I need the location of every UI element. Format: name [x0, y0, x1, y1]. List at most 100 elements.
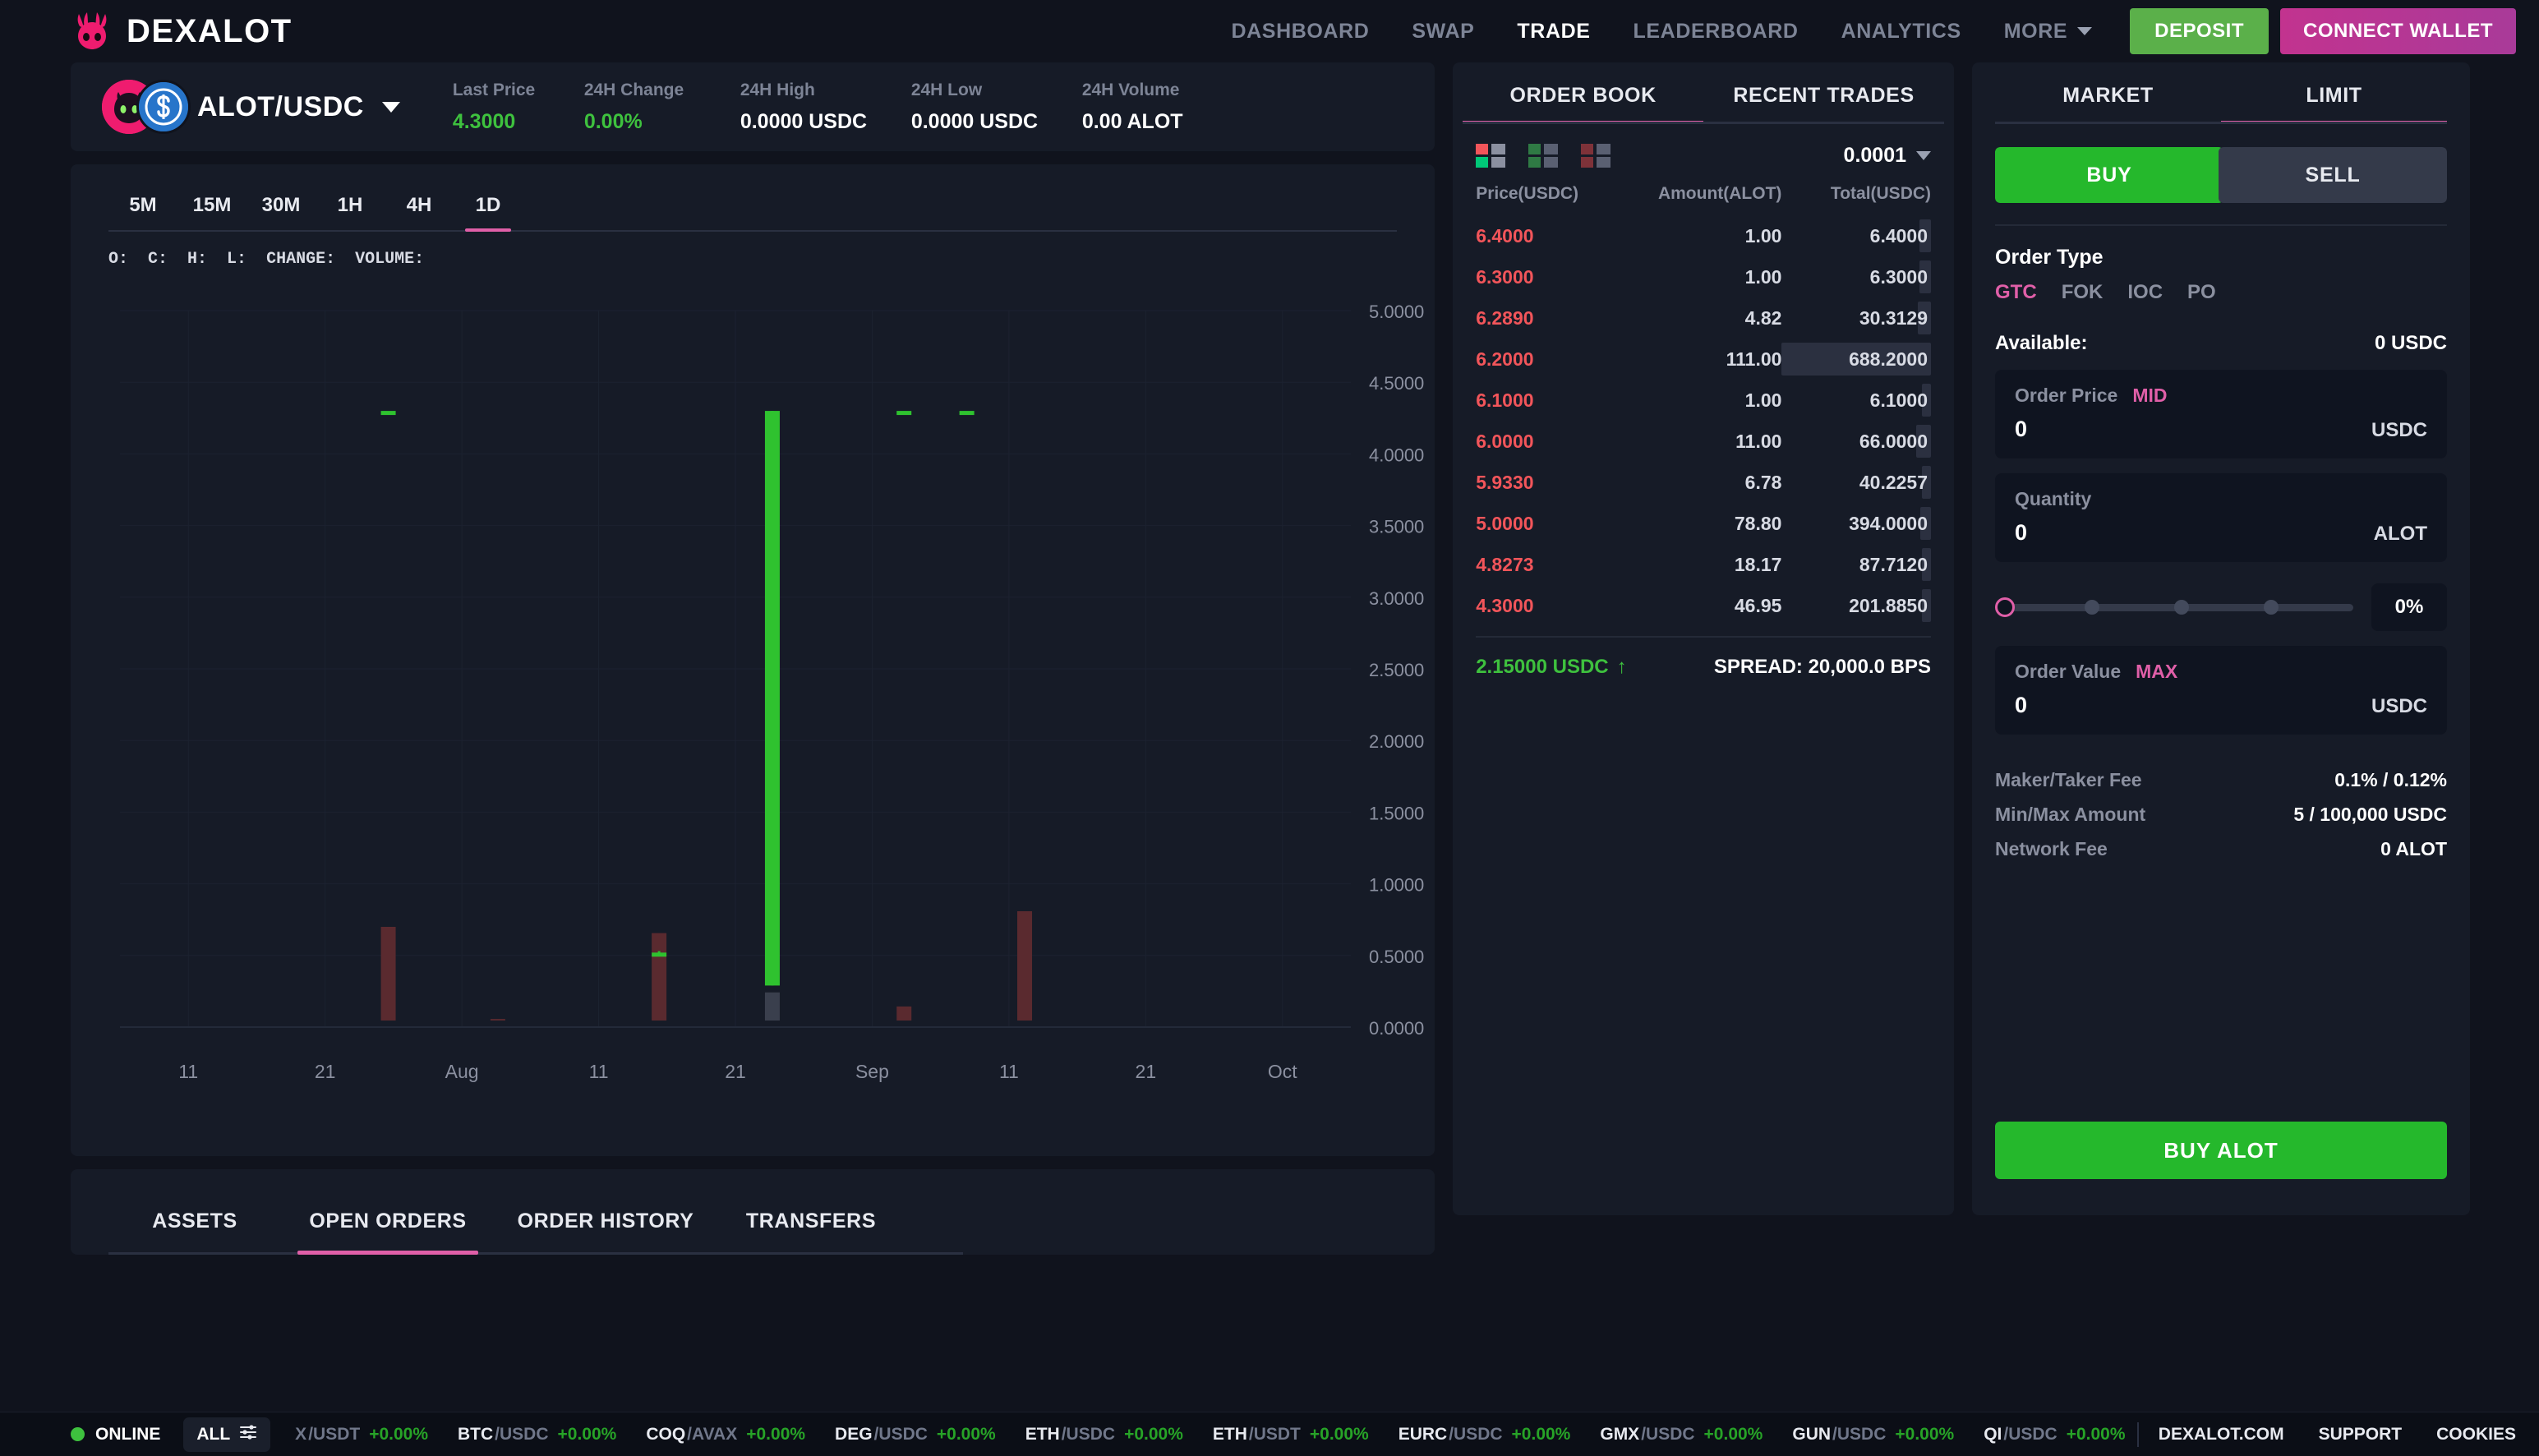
ticker-change: +0.00% — [557, 1424, 617, 1444]
pair-chevron-down-icon[interactable] — [381, 101, 400, 113]
orderbook-row[interactable]: 6.2890 4.82 30.3129 — [1476, 297, 1932, 339]
svg-text:21: 21 — [315, 1061, 336, 1082]
slider-handle[interactable] — [1995, 597, 2016, 617]
order-price-field[interactable]: Order Price MID 0 USDC — [1995, 370, 2447, 458]
order-type-ioc[interactable]: IOC — [2127, 281, 2163, 303]
ticker-item[interactable]: ETH/USDT +0.00% — [1213, 1425, 1369, 1444]
orderbook-row[interactable]: 6.3000 1.00 6.3000 — [1476, 256, 1932, 297]
order-type-po[interactable]: PO — [2187, 281, 2216, 303]
chevron-down-icon — [1916, 151, 1932, 160]
order-type-gtc[interactable]: GTC — [1995, 281, 2037, 303]
tab-market[interactable]: MARKET — [2062, 84, 2154, 107]
ohlc-high: H: — [187, 250, 208, 269]
order-price-input[interactable]: 0 — [2015, 417, 2028, 441]
ticker-item[interactable]: ETH/USDC +0.00% — [1025, 1425, 1183, 1444]
orderbook-row[interactable]: 4.3000 46.95 201.8850 — [1476, 585, 1932, 626]
orderbook-amount: 46.95 — [1734, 594, 1782, 616]
timeframe-1d[interactable]: 1D — [454, 189, 523, 232]
orderbook-row[interactable]: 5.9330 6.78 40.2257 — [1476, 462, 1932, 503]
timeframe-4h[interactable]: 4H — [406, 194, 432, 216]
view-mode-asks-icon[interactable] — [1581, 144, 1611, 168]
orderbook-row[interactable]: 6.0000 11.00 66.0000 — [1476, 421, 1932, 462]
nav-item-dashboard[interactable]: DASHBOARD — [1231, 19, 1370, 43]
svg-text:1.0000: 1.0000 — [1369, 875, 1424, 896]
pair-name[interactable]: ALOT/USDC — [197, 90, 364, 122]
deposit-button[interactable]: DEPOSIT — [2130, 8, 2269, 54]
orderbook-panel: ORDER BOOK RECENT TRADES — [1453, 62, 1955, 1215]
slider-step-50[interactable] — [2174, 600, 2189, 615]
tab-limit[interactable]: LIMIT — [2221, 84, 2448, 124]
orders-tabs: ASSETS OPEN ORDERS ORDER HISTORY TRANSFE… — [108, 1209, 1397, 1255]
orderbook-row[interactable]: 4.8273 18.17 87.7120 — [1476, 544, 1932, 585]
ticker-item[interactable]: GMX/USDC +0.00% — [1600, 1425, 1763, 1444]
quantity-input[interactable]: 0 — [2015, 520, 2028, 545]
view-mode-bids-icon[interactable] — [1528, 144, 1559, 168]
connect-wallet-button[interactable]: CONNECT WALLET — [2280, 8, 2516, 54]
nav-item-swap[interactable]: SWAP — [1412, 19, 1475, 43]
sliders-icon — [239, 1424, 257, 1445]
tab-transfers[interactable]: TRANSFERS — [745, 1209, 877, 1233]
orders-tabs-divider — [108, 1252, 963, 1255]
orderbook-total: 688.2000 — [1849, 348, 1928, 370]
precision-dropdown[interactable]: 0.0001 — [1844, 144, 1932, 168]
nav-item-leaderboard[interactable]: LEADERBOARD — [1633, 19, 1799, 43]
submit-buy-button[interactable]: BUY ALOT — [1995, 1122, 2447, 1179]
tab-order-history[interactable]: ORDER HISTORY — [517, 1209, 694, 1233]
orderbook-row[interactable]: 6.1000 1.00 6.1000 — [1476, 380, 1932, 421]
ticker-quote: /USDC — [1832, 1424, 1887, 1444]
mid-price-button[interactable]: MID — [2132, 385, 2168, 406]
link-cookies[interactable]: COOKIES — [2436, 1424, 2516, 1444]
quantity-field[interactable]: Quantity 0 ALOT — [1995, 473, 2447, 562]
tab-recent-trades[interactable]: RECENT TRADES — [1733, 84, 1915, 107]
orderbook-row[interactable]: 5.0000 78.80 394.0000 — [1476, 503, 1932, 544]
timeframe-5m[interactable]: 5M — [129, 194, 157, 216]
svg-text:2.5000: 2.5000 — [1369, 660, 1424, 680]
ticker-change: +0.00% — [1511, 1424, 1571, 1444]
link-support[interactable]: SUPPORT — [2318, 1424, 2403, 1444]
ticker-item[interactable]: EURC/USDC +0.00% — [1399, 1425, 1571, 1444]
nav-item-analytics[interactable]: ANALYTICS — [1841, 19, 1961, 43]
depth-bar — [1917, 302, 1932, 334]
order-type-fok[interactable]: FOK — [2061, 281, 2104, 303]
slider-step-25[interactable] — [2085, 600, 2099, 615]
ticker-base: X — [295, 1424, 307, 1444]
timeframe-30m[interactable]: 30M — [261, 194, 301, 216]
fee-key: Maker/Taker Fee — [1995, 768, 2142, 790]
ticker-item[interactable]: GUN/USDC +0.00% — [1792, 1425, 1954, 1444]
orderbook-price: 6.4000 — [1476, 224, 1534, 247]
amount-slider[interactable] — [1995, 597, 2353, 618]
order-value-input[interactable]: 0 — [2015, 693, 2028, 717]
tab-assets[interactable]: ASSETS — [152, 1209, 237, 1233]
ticker-change: +0.00% — [1895, 1424, 1955, 1444]
order-value-field[interactable]: Order Value MAX 0 USDC — [1995, 646, 2447, 735]
max-value-button[interactable]: MAX — [2136, 661, 2178, 682]
ticker-item[interactable]: COQ/AVAX +0.00% — [646, 1425, 805, 1444]
chart-plot-area[interactable]: 0.0000 0.5000 1.0000 1.5000 2.0000 2.5000 3.00… — [71, 288, 1435, 1156]
ticker-item[interactable]: BTC/USDC +0.00% — [458, 1425, 616, 1444]
stat-value: 4.3000 — [452, 109, 516, 133]
tab-order-book[interactable]: ORDER BOOK — [1463, 84, 1704, 124]
link-dexalot-com[interactable]: DEXALOT.COM — [2158, 1424, 2284, 1444]
ticker-item[interactable]: DEG/USDC +0.00% — [835, 1425, 996, 1444]
ticker-item[interactable]: QI/USDC +0.00% — [1984, 1425, 2125, 1444]
orderbook-row[interactable]: 6.2000 111.00 688.2000 — [1476, 339, 1932, 380]
ticker-filter-button[interactable]: ALL — [183, 1417, 271, 1452]
slider-step-75[interactable] — [2264, 600, 2279, 615]
orderbook-amount: 1.00 — [1744, 224, 1782, 247]
orderbook-row[interactable]: 6.4000 1.00 6.4000 — [1476, 215, 1932, 256]
timeframe-1h[interactable]: 1H — [337, 194, 363, 216]
brand-logo[interactable]: DEXALOT — [71, 12, 293, 50]
nav-item-trade[interactable]: TRADE — [1517, 19, 1591, 43]
tab-open-orders[interactable]: OPEN ORDERS — [281, 1209, 495, 1255]
view-mode-both-icon[interactable] — [1476, 144, 1506, 168]
orderbook-total-cell: 688.2000 — [1781, 339, 1932, 380]
sell-toggle-button[interactable]: SELL — [2219, 147, 2447, 203]
ticker-item[interactable]: X/USDT +0.00% — [295, 1425, 428, 1444]
stat-24h-low: 24H Low 0.0000 USDC — [911, 81, 1082, 134]
timeframe-15m[interactable]: 15M — [192, 194, 232, 216]
fee-key: Network Fee — [1995, 837, 2108, 859]
col-amount: Amount(ALOT) — [1657, 184, 1782, 203]
status-separator — [2136, 1421, 2139, 1447]
buy-toggle-button[interactable]: BUY — [1995, 147, 2224, 203]
nav-item-more[interactable]: MORE — [2004, 20, 2093, 44]
